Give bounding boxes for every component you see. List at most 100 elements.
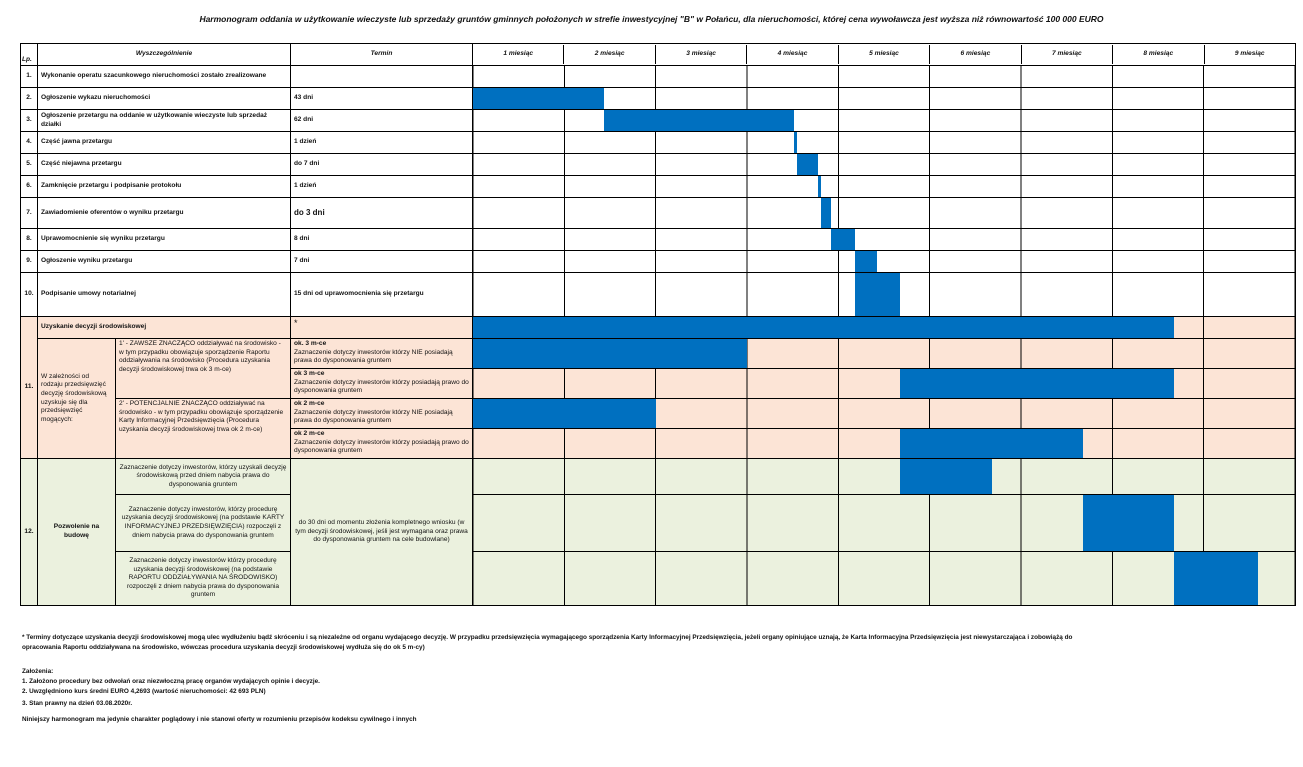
header-lp: Lp. — [20, 43, 38, 66]
row-number: 12. — [20, 458, 38, 606]
row-description: Ogłoszenie wykazu nieruchomości — [37, 87, 291, 110]
gantt-bar — [473, 317, 1175, 338]
row-term: ok. 3 m-ce Zaznaczenie dotyczy inwestorów… — [290, 338, 473, 369]
row-number: 11. — [20, 316, 38, 459]
gantt-cell — [472, 272, 1296, 317]
row-term: 8 dni — [290, 228, 473, 251]
gantt-bar — [900, 459, 992, 494]
gantt-cell — [472, 197, 1296, 229]
gantt-bar — [473, 339, 747, 368]
gantt-cell — [472, 109, 1296, 132]
gantt-bar — [603, 110, 794, 131]
table-row: 7. Zawiadomienie oferentów o wyniku przet… — [20, 197, 1296, 229]
row-description: Ogłoszenie wyniku przetargu — [37, 250, 291, 273]
row-description: Zawiadomienie oferentów o wyniku przetar… — [37, 197, 291, 229]
row-number: 3. — [20, 109, 38, 132]
table-row: W zależności od rodzaju przedsięwzięć de… — [21, 338, 1296, 459]
row-term: * — [290, 316, 473, 339]
gantt-cell — [472, 551, 1296, 606]
month-header: 1 miesiąc — [474, 45, 565, 64]
month-header: 2 miesiąc — [564, 45, 656, 64]
row-term: 15 dni od uprawomocnienia się przetargu — [290, 272, 473, 317]
gantt-bar — [1083, 495, 1175, 551]
month-header: 3 miesiąc — [656, 45, 748, 64]
table-row: 12. Pozwolenie na budowę Zaznaczenie dotyc… — [20, 458, 1296, 606]
table-row: ok 2 m-ce Zaznaczenie dotyczy inwestorów … — [21, 428, 1296, 459]
row-description: Zamknięcie przetargu i podpisanie protok… — [37, 175, 291, 198]
gantt-cell — [472, 428, 1296, 459]
gantt-cell — [472, 131, 1296, 154]
row-description: Część jawna przetargu — [37, 131, 291, 154]
case-description: Zaznaczenie dotyczy inwestorów, którzy p… — [115, 494, 291, 552]
page-title: Harmonogram oddania w użytkowanie wieczy… — [199, 14, 1104, 24]
gantt-cell — [472, 338, 1296, 369]
row-number: 9. — [20, 250, 38, 273]
schedule-table: Lp. Wyszczególnienie Termin 1 miesiąc 2 m… — [20, 43, 1296, 606]
gantt-bar — [473, 399, 656, 428]
case-description: 2' - POTENCJALNIE ZNACZĄCO oddziaływać n… — [115, 398, 291, 459]
table-row: 6. Zamknięcie przetargu i podpisanie prot… — [20, 175, 1296, 198]
gantt-cell — [472, 87, 1296, 110]
case-description: Zaznaczenie dotyczy inwestorów którzy pr… — [115, 551, 291, 606]
gantt-bar — [473, 88, 604, 109]
row-description: Uprawomocnienie się wyniku przetargu — [37, 228, 291, 251]
row-number: 4. — [20, 131, 38, 154]
term-note: Zaznaczenie dotyczy inwestorów którzy NI… — [294, 408, 453, 425]
gantt-bar — [1174, 552, 1259, 605]
notes: * Terminy dotyczące uzyskania decyzji śr… — [22, 633, 1082, 724]
month-header: 8 miesiąc — [1113, 45, 1205, 64]
gantt-bar — [831, 229, 855, 250]
term-duration: ok 2 m-ce — [294, 400, 325, 407]
header-row: Lp. Wyszczególnienie Termin 1 miesiąc 2 m… — [20, 43, 1296, 66]
row-term: 62 dni — [290, 109, 473, 132]
gantt-cell — [472, 228, 1296, 251]
gantt-cell — [472, 494, 1296, 552]
row-term — [290, 65, 473, 88]
table-row: Zaznaczenie dotyczy inwestorów którzy pr… — [21, 551, 1296, 606]
term-note: Zaznaczenie dotyczy inwestorów którzy po… — [294, 438, 469, 455]
table-row: 5. Część niejawna przetargu do 7 dni — [20, 153, 1296, 176]
table-row: 1. Wykonanie operatu szacunkowego nieruch… — [20, 65, 1296, 88]
gantt-bar — [900, 369, 1175, 398]
row-number: 8. — [20, 228, 38, 251]
month-header: 4 miesiąc — [747, 45, 839, 64]
row-term: 1 dzień — [290, 131, 473, 154]
assumption-3: 3. Stan prawny na dzień 03.08.2020r. — [22, 699, 133, 707]
term-duration: ok. 3 m-ce — [294, 340, 327, 347]
row-term: 1 dzień — [290, 175, 473, 198]
row-term: do 30 dni od momentu złożenia kompletneg… — [290, 458, 473, 606]
row-description: Część niejawna przetargu — [37, 153, 291, 176]
header-desc: Wyszczególnienie — [37, 43, 291, 66]
header-months: 1 miesiąc 2 miesiąc 3 miesiąc 4 miesiąc 5 mi… — [472, 43, 1296, 66]
row-term: ok 3 m-ce Zaznaczenie dotyczy inwestorów … — [290, 368, 473, 399]
row-number: 7. — [20, 197, 38, 229]
assumption-1: 1. Założono procedury bez odwołań oraz n… — [22, 677, 320, 685]
table-row: ok 3 m-ce Zaznaczenie dotyczy inwestorów … — [21, 368, 1296, 399]
assumption-2: 2. Uwzględniono kurs średni EURO 4,2693 … — [22, 687, 266, 695]
case-description: Zaznaczenie dotyczy inwestorów, którzy u… — [115, 458, 291, 495]
gantt-bar — [900, 429, 1084, 458]
row-description: Ogłoszenie przetargu na oddanie w użytko… — [37, 109, 291, 132]
gantt-cell — [472, 316, 1296, 339]
gantt-cell — [472, 250, 1296, 273]
row-description: Podpisanie umowy notarialnej — [37, 272, 291, 317]
term-duration: ok 2 m-ce — [294, 430, 325, 437]
table-row: 10. Podpisanie umowy notarialnej 15 dni od… — [20, 272, 1296, 317]
term-duration: ok 3 m-ce — [294, 370, 325, 377]
table-row: 9. Ogłoszenie wyniku przetargu 7 dni — [20, 250, 1296, 273]
gantt-bar — [820, 198, 831, 228]
month-header: 5 miesiąc — [839, 45, 931, 64]
term-note: Zaznaczenie dotyczy inwestorów którzy po… — [294, 378, 469, 395]
gantt-cell — [472, 368, 1296, 399]
month-header: 7 miesiąc — [1022, 45, 1114, 64]
row-description: Uzyskanie decyzji środowiskowej — [37, 316, 291, 339]
gantt-bar — [797, 154, 819, 175]
row-number: 5. — [20, 153, 38, 176]
footnote: * Terminy dotyczące uzyskania decyzji śr… — [22, 634, 1073, 651]
gantt-cell — [472, 65, 1296, 88]
table-row: 2. Ogłoszenie wykazu nieruchomości 43 dni — [20, 87, 1296, 110]
term-note: Zaznaczenie dotyczy inwestorów którzy NI… — [294, 348, 453, 365]
assumptions-title: Założenia: — [22, 667, 54, 675]
table-row: 8. Uprawomocnienie się wyniku przetargu 8 … — [20, 228, 1296, 251]
row-term: do 7 dni — [290, 153, 473, 176]
